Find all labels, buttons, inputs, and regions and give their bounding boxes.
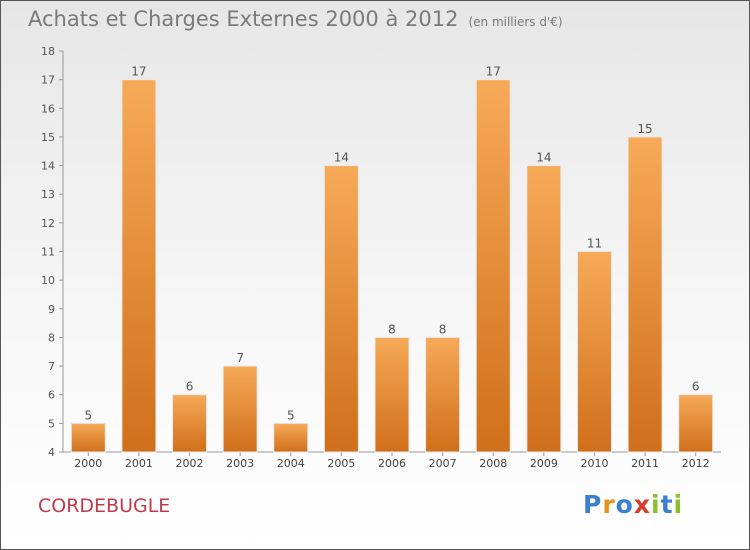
y-tick-label: 16 bbox=[41, 102, 55, 115]
bar bbox=[425, 336, 461, 453]
data-label: 14 bbox=[334, 151, 349, 165]
proxiti-logo: Proxiti bbox=[583, 490, 683, 519]
title-unit: (en milliers d'€) bbox=[468, 15, 563, 29]
y-tick-label: 5 bbox=[48, 417, 55, 430]
bar bbox=[576, 251, 612, 453]
data-label: 7 bbox=[236, 351, 244, 365]
chart-title: Achats et Charges Externes 2000 à 2012 (e… bbox=[28, 7, 563, 31]
x-tick-label: 2001 bbox=[125, 457, 153, 470]
logo-letter: o bbox=[615, 490, 634, 519]
y-tick-label: 10 bbox=[41, 274, 55, 287]
x-tick-label: 2004 bbox=[277, 457, 305, 470]
logo-letter: x bbox=[633, 490, 651, 519]
y-tick-label: 15 bbox=[41, 131, 55, 144]
bar bbox=[323, 165, 359, 453]
x-tick-label: 2007 bbox=[429, 457, 457, 470]
y-tick-label: 6 bbox=[48, 389, 55, 402]
bar bbox=[678, 394, 714, 453]
data-label: 8 bbox=[388, 322, 396, 336]
x-tick-label: 2008 bbox=[479, 457, 507, 470]
data-label: 6 bbox=[692, 380, 700, 394]
x-tick-label: 2011 bbox=[631, 457, 659, 470]
x-tick-label: 2000 bbox=[74, 457, 102, 470]
bar bbox=[627, 136, 663, 453]
x-tick-label: 2010 bbox=[580, 457, 608, 470]
data-label: 6 bbox=[186, 380, 194, 394]
data-label: 5 bbox=[287, 408, 295, 422]
bar bbox=[222, 365, 258, 453]
title-main: Achats et Charges Externes 2000 à 2012 bbox=[28, 7, 459, 31]
data-label: 14 bbox=[536, 151, 551, 165]
bar bbox=[70, 422, 106, 453]
y-tick-label: 18 bbox=[41, 45, 55, 58]
bar bbox=[475, 79, 511, 453]
x-tick-label: 2005 bbox=[327, 457, 355, 470]
x-tick-label: 2009 bbox=[530, 457, 558, 470]
bar bbox=[374, 336, 410, 453]
data-label: 17 bbox=[486, 65, 501, 79]
y-tick-label: 4 bbox=[48, 446, 55, 459]
y-tick-label: 8 bbox=[48, 331, 55, 344]
logo-letter: i bbox=[673, 490, 684, 519]
y-tick-label: 13 bbox=[41, 188, 55, 201]
logo-letter: t bbox=[660, 490, 674, 519]
x-tick-label: 2002 bbox=[176, 457, 204, 470]
bar bbox=[121, 79, 157, 453]
y-tick-label: 12 bbox=[41, 217, 55, 230]
data-label: 5 bbox=[84, 408, 92, 422]
y-tick-label: 9 bbox=[48, 303, 55, 316]
y-tick-label: 11 bbox=[41, 246, 55, 259]
bar bbox=[273, 422, 309, 453]
commune-name: CORDEBUGLE bbox=[38, 495, 171, 517]
x-tick-label: 2006 bbox=[378, 457, 406, 470]
x-tick-label: 2012 bbox=[682, 457, 710, 470]
y-tick-label: 7 bbox=[48, 360, 55, 373]
y-tick-label: 17 bbox=[41, 74, 55, 87]
logo-letter: r bbox=[602, 490, 616, 519]
bar bbox=[172, 394, 208, 453]
data-label: 17 bbox=[131, 65, 146, 79]
y-tick-label: 14 bbox=[41, 160, 55, 173]
logo-letter: i bbox=[651, 490, 661, 519]
bar bbox=[526, 165, 562, 453]
data-label: 11 bbox=[587, 237, 602, 251]
x-tick-label: 2003 bbox=[226, 457, 254, 470]
logo-letter: P bbox=[583, 490, 603, 519]
data-label: 15 bbox=[637, 122, 652, 136]
data-label: 8 bbox=[439, 322, 447, 336]
